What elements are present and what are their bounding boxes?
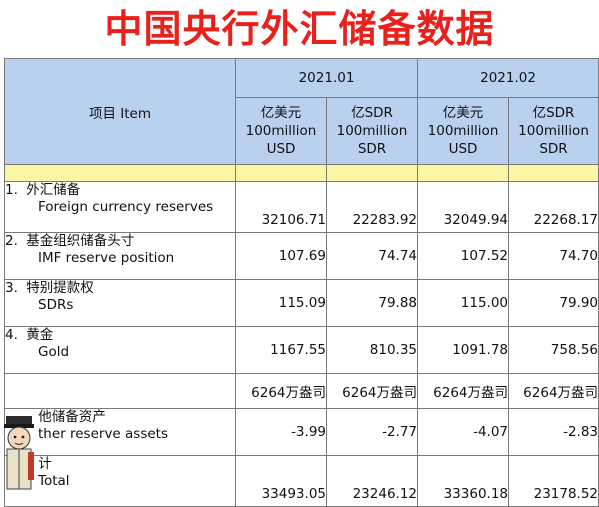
row-label [4,373,236,409]
header-row-months: 项目 Item 2021.01 2021.02 [4,58,599,165]
unit-sdr-2: 亿SDR 100million SDR [508,97,599,165]
cell-value: 6264万盎司 [508,373,599,409]
cell-value: 23246.12 [325,455,419,507]
table-row: 3. 特别提款权 SDRs 115.09 79.88 115.00 79.90 [4,279,599,327]
cell-value: 33493.05 [235,455,327,507]
cell-value: 758.56 [508,326,599,374]
cell-value: 107.69 [235,232,327,280]
cell-value: 22268.17 [508,181,599,233]
cell-value: 74.74 [325,232,419,280]
cell-value: 33360.18 [417,455,510,507]
table-row: 4. 黄金 Gold 1167.55 810.35 1091.78 758.56 [4,326,599,374]
cell-value: -2.83 [508,408,599,456]
cell-value: 32106.71 [235,181,327,233]
row-label: 他储备资产 ther reserve assets [4,408,236,456]
page-title: 中国央行外汇储备数据 [104,7,495,51]
cell-value: 1091.78 [417,326,510,374]
cell-value: 22283.92 [325,181,419,233]
cell-value: 79.88 [325,279,419,327]
month-header-1: 2021.01 [234,58,419,98]
table-row: 他储备资产 ther reserve assets -3.99 -2.77 -4.… [4,408,599,456]
cell-value: 6264万盎司 [417,373,510,409]
cell-value: -3.99 [235,408,327,456]
table-row: 计 Total 33493.05 23246.12 33360.18 23178.… [4,455,599,507]
cell-value: 115.09 [235,279,327,327]
table-row: 1. 外汇储备 Foreign currency reserves 32106.7… [4,181,599,233]
cell-value: 32049.94 [417,181,510,233]
row-label: 2. 基金组织储备头寸 IMF reserve position [4,232,236,280]
cell-value: 1167.55 [235,326,327,374]
row-label: 3. 特别提款权 SDRs [4,279,236,327]
table-row: 6264万盎司 6264万盎司 6264万盎司 6264万盎司 [4,373,599,409]
month-header-2: 2021.02 [417,58,599,98]
cell-value: 23178.52 [508,455,599,507]
cell-value: 810.35 [325,326,419,374]
cell-value: -2.77 [325,408,419,456]
cell-value: 115.00 [417,279,510,327]
cell-value: 6264万盎司 [325,373,419,409]
cell-value: 6264万盎司 [235,373,327,409]
unit-usd-1: 亿美元 100million USD [235,97,327,165]
row-label: 1. 外汇储备 Foreign currency reserves [4,181,236,233]
separator-band [4,164,599,182]
cell-value: 79.90 [508,279,599,327]
header-row-units: 亿美元 100million USD 亿SDR 100million SDR 亿美元 10… [4,97,599,165]
unit-sdr-1: 亿SDR 100million SDR [325,97,419,165]
row-label: 计 Total [4,455,236,507]
cell-value: -4.07 [417,408,510,456]
table-row: 2. 基金组织储备头寸 IMF reserve position 107.69 7… [4,232,599,280]
item-header: 项目 Item [4,58,236,165]
reserves-table: 项目 Item 2021.01 2021.02 亿美元 100million USD… [4,58,599,507]
unit-usd-2: 亿美元 100million USD [417,97,510,165]
cell-value: 107.52 [417,232,510,280]
row-label: 4. 黄金 Gold [4,326,236,374]
cartoon-figure-icon [4,416,34,490]
cell-value: 74.70 [508,232,599,280]
